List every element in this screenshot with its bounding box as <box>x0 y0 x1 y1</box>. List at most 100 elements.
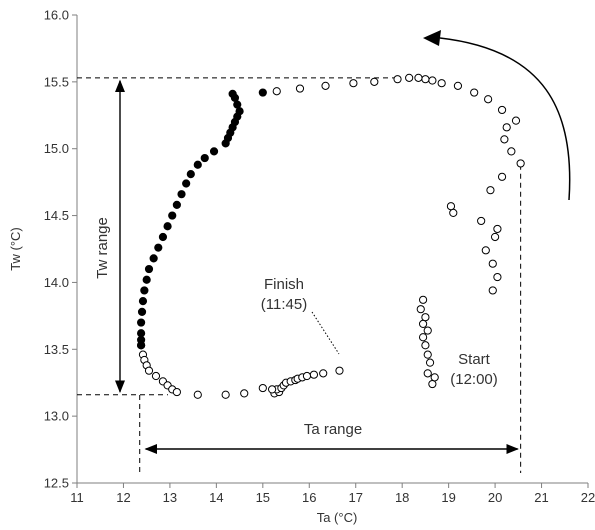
filled-data-point <box>182 179 191 188</box>
filled-data-point <box>163 222 172 231</box>
y-tick-label: 14.0 <box>44 275 69 290</box>
x-axis-title: Ta (°C) <box>317 510 358 525</box>
open-data-point <box>414 73 423 82</box>
open-data-point <box>295 84 305 93</box>
open-data-point <box>493 272 502 282</box>
filled-data-point <box>138 297 148 306</box>
open-data-point <box>193 390 202 399</box>
open-data-point <box>421 341 430 350</box>
open-data-point <box>507 147 516 156</box>
open-data-point <box>437 79 446 88</box>
finish-leader-line <box>311 311 340 355</box>
open-data-point <box>423 326 432 335</box>
annotation-tw-range: Tw range <box>94 217 111 279</box>
x-tick-label: 19 <box>441 490 455 505</box>
x-tick-label: 22 <box>581 490 595 505</box>
open-data-point <box>449 208 458 217</box>
filled-data-point <box>168 211 177 220</box>
open-data-point <box>488 286 497 295</box>
x-tick-label: 18 <box>395 490 409 505</box>
open-data-point <box>497 105 507 115</box>
filled-data-point <box>258 88 267 97</box>
x-tick-label: 13 <box>163 490 177 505</box>
open-data-point <box>453 81 463 90</box>
open-data-point <box>335 366 344 375</box>
filled-data-point <box>158 232 168 242</box>
y-tick-label: 15.0 <box>44 141 69 156</box>
y-axis-title: Tw (°C) <box>8 227 23 270</box>
open-data-point <box>488 259 497 268</box>
open-data-point <box>446 202 456 211</box>
open-data-point <box>425 358 435 367</box>
y-tick-label: 16.0 <box>44 8 69 23</box>
open-data-point <box>349 79 358 88</box>
direction-curve-arrow <box>439 37 571 201</box>
open-data-point <box>502 123 511 132</box>
open-data-point <box>268 385 277 394</box>
x-tick-label: 16 <box>302 490 316 505</box>
open-data-point <box>486 186 495 195</box>
open-data-point <box>423 350 432 359</box>
filled-data-point <box>137 318 146 327</box>
open-data-point <box>258 383 267 393</box>
filled-data-point <box>154 243 163 252</box>
filled-data-point <box>137 341 146 350</box>
annotation-finish-time: (11:45) <box>261 296 307 313</box>
open-data-point <box>418 319 428 328</box>
open-data-point <box>151 371 161 381</box>
open-data-point <box>500 135 509 144</box>
y-tick-label: 13.5 <box>44 342 69 357</box>
open-data-point <box>172 387 181 397</box>
open-data-point <box>144 366 154 375</box>
x-tick-label: 12 <box>116 490 130 505</box>
open-data-point <box>393 75 402 84</box>
x-tick-label: 21 <box>534 490 548 505</box>
direction-arrowhead <box>423 30 441 46</box>
open-data-point <box>309 370 319 379</box>
open-data-point <box>416 305 425 314</box>
open-data-point <box>511 116 521 125</box>
open-data-point <box>516 159 525 168</box>
open-data-point <box>421 75 430 84</box>
open-data-point <box>321 81 330 90</box>
annotation-ta-range: Ta range <box>304 421 362 438</box>
annotation-finish-label: Finish <box>264 276 304 293</box>
chart-annotations: Tw range Ta range Finish (11:45) Start (… <box>8 217 498 525</box>
y-tick-label: 15.5 <box>44 74 69 89</box>
open-data-point <box>423 369 432 378</box>
y-tick-label: 13.0 <box>44 409 69 424</box>
filled-data-point <box>233 100 242 109</box>
open-data-point <box>470 88 479 97</box>
x-tick-label: 17 <box>348 490 362 505</box>
filled-data-point <box>149 254 158 263</box>
open-data-point <box>430 373 439 382</box>
open-data-point <box>428 379 437 389</box>
annotation-start-label: Start <box>458 351 491 368</box>
open-data-point <box>481 246 490 255</box>
filled-data-point <box>144 264 154 274</box>
filled-data-point <box>137 329 146 338</box>
open-data-point <box>240 389 249 398</box>
x-tick-label: 14 <box>209 490 223 505</box>
filled-data-point <box>137 307 147 316</box>
filled-data-point <box>228 89 237 98</box>
open-data-point <box>497 172 507 181</box>
open-data-point <box>490 232 500 242</box>
open-data-point <box>484 95 493 104</box>
open-data-point <box>302 371 312 381</box>
open-data-point <box>319 369 328 378</box>
open-data-point <box>221 390 230 399</box>
annotation-start-time: (12:00) <box>450 371 498 388</box>
y-tick-label: 14.5 <box>44 208 69 223</box>
open-data-point <box>493 224 502 234</box>
x-tick-label: 20 <box>488 490 502 505</box>
filled-data-point <box>142 275 151 284</box>
range-guides <box>77 30 571 473</box>
filled-data-point <box>193 160 202 169</box>
filled-data-point <box>172 200 181 209</box>
open-data-point <box>477 216 486 226</box>
open-data-point <box>418 333 428 342</box>
data-points <box>137 73 525 399</box>
open-data-point <box>421 313 430 322</box>
x-tick-label: 15 <box>256 490 270 505</box>
